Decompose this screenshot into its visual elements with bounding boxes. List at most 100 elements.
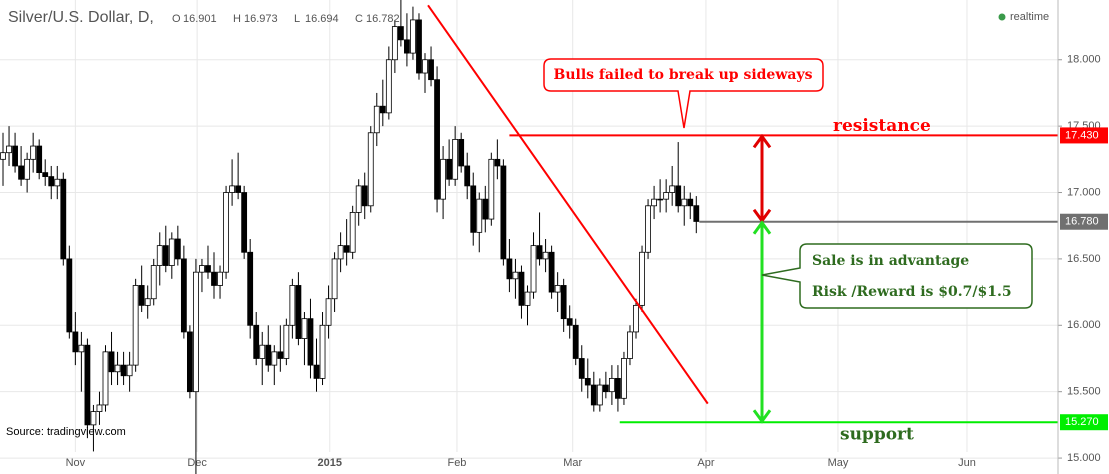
price-tag-label: 16.780 [1065,216,1099,228]
candle-body [651,198,657,207]
annotations: 17.430 resistance 16.780 15.270 support Bulls… [427,4,1108,445]
candle-body [108,351,115,373]
candle-body [639,251,645,306]
candle-body [410,19,416,54]
candle-body [72,331,79,353]
price-tag-label: 17.430 [1065,129,1099,141]
candle-body [367,132,374,207]
candle-body [162,245,169,266]
candle-body [144,298,151,306]
reward-arrow-head [752,220,772,235]
candle-body [500,165,507,260]
candle-body [60,178,67,260]
candle-body [379,105,386,114]
header: Silver/U.S. Dollar, D, O 16.901 H 16.973 L 16… [8,9,400,26]
candle-body [397,26,404,41]
candle-body [193,271,199,393]
candle-body [229,185,235,193]
candle-body [253,324,260,359]
candle-body [277,351,284,359]
status-dot [998,13,1006,21]
candle-body [90,411,97,426]
candle-body [271,351,278,366]
candle-body [180,258,187,333]
ohlc-label: O [172,13,181,25]
risk-arrow-head [752,133,772,149]
candle-body [54,178,61,187]
candle-body [422,59,428,74]
ohlc-label: H [233,13,241,25]
x-tick-label: Feb [447,457,466,469]
candle-body [319,324,326,379]
candle-body [223,192,229,273]
candle-body [66,258,73,333]
candle-body [530,245,537,293]
candle-body [168,238,175,266]
reward-arrow-head [752,409,772,424]
y-tick-label: 15.000 [1067,452,1101,464]
candle-body [259,344,266,359]
candle-body [669,185,676,193]
candle-body [36,145,43,174]
price-tag [1060,213,1108,230]
candle-body [548,251,555,293]
ohlc-label: C [355,13,363,25]
plot-area [0,0,700,474]
candle-body [235,185,242,193]
candle-body [416,19,422,74]
candle-body [663,192,670,200]
candle-body [78,344,85,353]
candle-body [295,285,302,339]
candle-body [96,404,103,412]
candle-body [42,172,49,177]
candle-body [283,324,290,359]
level-name: support [840,425,914,445]
candle-body [343,245,350,253]
x-tick-label: Apr [697,457,714,469]
candle-body [30,145,37,160]
candle-body [313,364,320,379]
candle-body [307,318,314,366]
candle-body [84,344,91,426]
candle-body [301,318,308,339]
candle-body [24,158,31,180]
ohlc-value: 16.782 [366,13,400,25]
ohlc-value: 16.901 [183,13,217,25]
candle-body [325,298,332,326]
candle-body [241,192,248,253]
callout-box [761,243,1033,309]
candle-body [428,59,434,81]
candle-body [536,245,543,260]
candle-body [512,271,519,280]
ohlc-label: L [294,13,300,25]
price-tag [1060,414,1108,431]
trendline [427,4,709,405]
candle-body [518,271,525,306]
callout-text: Risk /Reward is $0.7/$1.5 [812,284,1012,300]
status: realtime [1010,11,1049,23]
candle-body [102,351,109,406]
source: Source: tradingview.com [6,426,126,438]
candle-body [482,198,489,220]
candle-body [12,145,18,167]
candle-body [174,238,181,260]
candle-body [120,364,127,377]
chart-title: Silver/U.S. Dollar, D, [8,9,154,26]
y-tick-label: 16.000 [1067,319,1101,331]
x-tick-label: Jun [958,457,976,469]
candle-body [355,185,362,213]
candle-body [205,265,211,273]
candle-body [446,158,453,180]
candle-body [404,39,410,54]
ohlc-value: 16.694 [305,13,339,25]
candle-body [247,251,254,326]
candle-body [488,158,495,220]
candle-body [289,285,296,326]
candle-body [633,304,639,333]
callout-text: Bulls failed to break up sideways [554,67,813,83]
candle-body [331,258,338,300]
candle-body [560,285,567,320]
candle-body [48,176,55,187]
candle-body [524,291,531,306]
